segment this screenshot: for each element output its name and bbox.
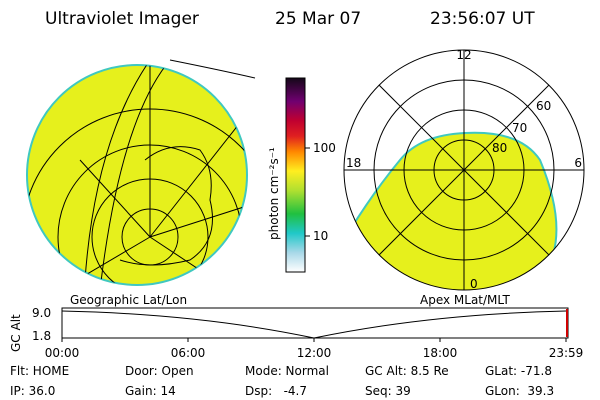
- status-field: Gain: 14: [125, 384, 176, 398]
- panel-label: Apex MLat/MLT: [420, 293, 510, 307]
- date: 25 Mar 07: [275, 9, 361, 29]
- alt-y-label: 9.0: [32, 306, 51, 320]
- status-field: IP: 36.0: [10, 384, 55, 398]
- mlt-label: 12: [456, 48, 471, 62]
- colorbar: [285, 77, 306, 273]
- colorbar-tick-label: 100: [313, 141, 336, 155]
- alt-x-label: 12:00: [297, 346, 332, 360]
- status-field: Dsp: -4.7: [245, 384, 307, 398]
- status-field: Seq: 39: [365, 384, 411, 398]
- status-field: GC Alt: 8.5 Re: [365, 364, 449, 378]
- mlt-label: 0: [470, 277, 478, 291]
- alt-x-label: 23:59: [549, 346, 584, 360]
- polar-image: [343, 49, 585, 291]
- colorbar-tick-label: 10: [313, 229, 328, 243]
- status-field: Door: Open: [125, 364, 194, 378]
- mlat-label: 70: [512, 121, 527, 135]
- mlat-label: 60: [536, 99, 551, 113]
- status-field: Flt: HOME: [10, 364, 69, 378]
- alt-axis-label: GC Alt: [9, 314, 23, 352]
- instrument: Ultraviolet Imager: [45, 9, 199, 29]
- colorbar-label: photon cm⁻²s⁻¹: [267, 147, 281, 240]
- mlt-label: 18: [346, 156, 361, 170]
- mlt-label: 6: [574, 156, 582, 170]
- altitude-plot: [61, 307, 569, 339]
- time: 23:56:07 UT: [430, 9, 535, 29]
- status-field: Mode: Normal: [245, 364, 329, 378]
- panel-label: Geographic Lat/Lon: [70, 293, 187, 307]
- alt-x-label: 18:00: [423, 346, 458, 360]
- alt-y-label: 1.8: [32, 329, 51, 343]
- alt-x-label: 00:00: [45, 346, 80, 360]
- status-field: GLat: -71.8: [485, 364, 552, 378]
- mlat-label: 80: [492, 141, 507, 155]
- alt-x-label: 06:00: [171, 346, 206, 360]
- status-field: GLon: 39.3: [485, 384, 554, 398]
- globe-image: [26, 59, 256, 286]
